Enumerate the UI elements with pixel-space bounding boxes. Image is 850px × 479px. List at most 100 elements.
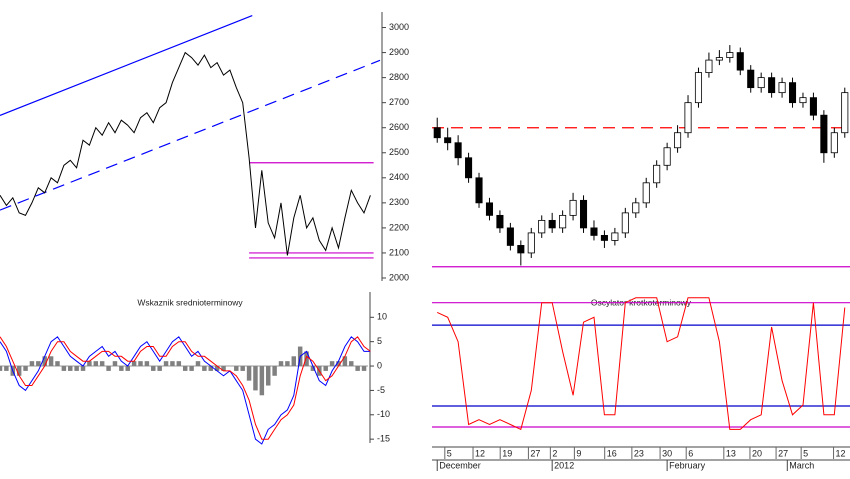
histogram-bar <box>99 361 105 367</box>
histogram-bar <box>329 361 335 367</box>
histogram-bar <box>93 361 99 367</box>
histogram-bar <box>272 366 277 376</box>
candle-body <box>684 102 692 134</box>
histogram-bar <box>170 361 175 367</box>
candle-body <box>747 69 755 89</box>
candle-body <box>663 147 671 166</box>
histogram-bar <box>234 366 239 371</box>
histogram-bar <box>151 366 156 371</box>
price-line <box>0 51 371 256</box>
histogram-bar <box>157 366 162 371</box>
histogram-bar <box>131 361 137 367</box>
candle-body <box>465 157 473 179</box>
histogram-bar <box>4 366 9 371</box>
candle-body <box>736 52 744 71</box>
y-tick-label: 2800 <box>389 72 409 82</box>
x-tick-label: 6 <box>688 448 693 458</box>
histogram-bar <box>182 366 188 371</box>
y-tick-label: 5 <box>377 336 382 346</box>
candle-body <box>433 127 441 139</box>
histogram-bar <box>189 366 194 371</box>
histogram-bar <box>106 366 111 371</box>
histogram-bar <box>74 366 79 371</box>
candle-body <box>632 202 640 214</box>
histogram-bar <box>80 366 86 371</box>
x-tick-label: 2 <box>552 448 557 458</box>
histogram-bar <box>55 361 60 367</box>
histogram-bar <box>138 361 143 367</box>
candle-body <box>621 212 629 234</box>
histogram-bar <box>68 366 73 371</box>
candle-body <box>444 137 452 144</box>
candle-body <box>653 164 661 184</box>
histogram-bar <box>349 361 354 367</box>
x-tick-label: 9 <box>576 448 581 458</box>
candle-body <box>517 245 525 254</box>
histogram-bar <box>112 361 118 367</box>
y-tick-label: 2200 <box>389 222 409 232</box>
histogram-bar <box>291 356 297 367</box>
histogram-bar <box>342 356 348 367</box>
histogram-bar <box>144 361 150 367</box>
x-tick-label: 23 <box>634 448 644 458</box>
x-tick-label: 19 <box>502 448 512 458</box>
histogram-bar <box>87 361 92 367</box>
candle-body <box>548 219 556 229</box>
y-tick-label: -15 <box>377 434 390 444</box>
y-tick-label: 2500 <box>389 147 409 157</box>
candle-body <box>642 182 650 204</box>
level-line <box>0 59 381 211</box>
candle-body <box>674 132 682 149</box>
indicator-line <box>0 336 371 440</box>
x-tick-label: 27 <box>778 448 788 458</box>
x-tick-label: 30 <box>662 448 672 458</box>
candle-body <box>496 214 504 229</box>
y-tick-label: 2600 <box>389 122 409 132</box>
histogram-bar <box>23 366 28 371</box>
histogram-bar <box>278 361 284 367</box>
panel-title: Wskaznik srednioterminowy <box>137 297 243 307</box>
histogram-bar <box>61 366 67 371</box>
histogram-bar <box>202 366 207 371</box>
candle-body <box>611 232 619 241</box>
y-tick-label: 0 <box>377 360 382 370</box>
candle-body <box>506 227 514 246</box>
month-label: December <box>439 460 481 470</box>
histogram-bar <box>310 366 316 371</box>
candle-body <box>809 97 817 116</box>
candle-body <box>569 199 577 216</box>
candle-body <box>600 235 608 241</box>
y-tick-label: 10 <box>377 312 387 322</box>
candle-body <box>475 177 483 204</box>
y-tick-label: 2400 <box>389 172 409 182</box>
indicator-line <box>0 336 371 445</box>
candle-body <box>820 114 828 154</box>
x-tick-label: 16 <box>607 448 617 458</box>
x-tick-label: 12 <box>836 448 846 458</box>
y-tick-label: 2100 <box>389 247 409 257</box>
candle-body <box>715 57 723 61</box>
month-label: February <box>669 460 706 470</box>
y-tick-label: 2000 <box>389 272 409 282</box>
histogram-bar <box>16 366 22 376</box>
histogram-bar <box>163 361 169 367</box>
histogram-bar <box>42 356 47 367</box>
histogram-bar <box>336 361 341 367</box>
histogram-bar <box>0 366 3 371</box>
x-tick-label: 5 <box>803 448 808 458</box>
candle-body <box>768 77 776 94</box>
histogram-bar <box>285 361 290 367</box>
y-tick-label: 3000 <box>389 22 409 32</box>
histogram-bar <box>253 366 258 391</box>
y-tick-label: 2700 <box>389 97 409 107</box>
histogram-bar <box>355 366 360 371</box>
level-line <box>0 14 253 117</box>
histogram-bar <box>304 351 309 367</box>
candle-body <box>757 77 765 89</box>
candle-body <box>694 72 703 104</box>
candle-body <box>788 82 797 104</box>
y-tick-label: -10 <box>377 409 390 419</box>
histogram-bar <box>119 366 124 371</box>
